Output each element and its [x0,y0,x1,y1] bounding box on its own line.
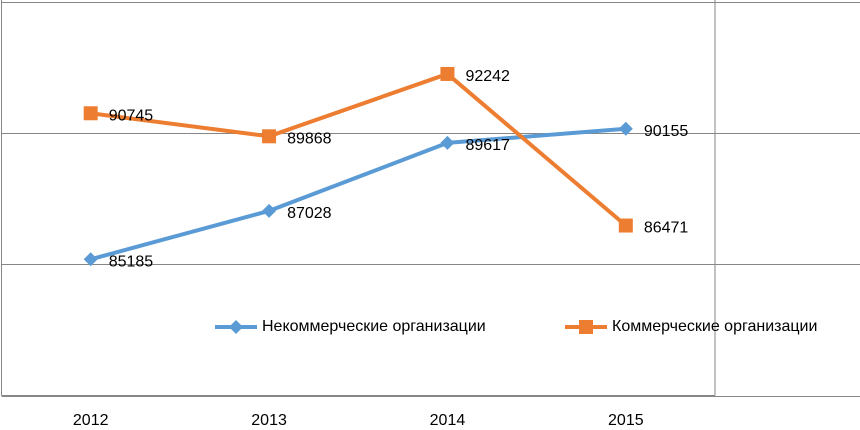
data-label: 90155 [644,123,689,140]
data-point [618,218,633,233]
data-label: 89617 [465,137,510,154]
data-point [618,121,633,136]
x-tick-label: 2013 [251,412,287,429]
data-point [440,135,455,150]
data-point [83,106,98,121]
legend-label: Некоммерческие организации [262,318,486,335]
legend-label: Коммерческие организации [612,318,817,335]
data-point [262,203,277,218]
data-point [262,129,277,144]
series-line [88,71,628,228]
x-tick-label: 2015 [608,412,644,429]
legend-marker [229,320,243,334]
data-point [440,66,455,81]
data-point [83,252,98,267]
legend-marker [579,320,593,334]
data-label: 89868 [287,131,332,148]
data-label: 92242 [465,68,510,85]
data-label: 90745 [109,107,154,124]
x-tick-label: 2014 [430,412,466,429]
data-label: 87028 [287,205,332,222]
data-label: 85185 [109,254,154,271]
data-label: 86471 [644,220,689,237]
series-line [88,126,628,262]
x-tick-label: 2012 [73,412,109,429]
